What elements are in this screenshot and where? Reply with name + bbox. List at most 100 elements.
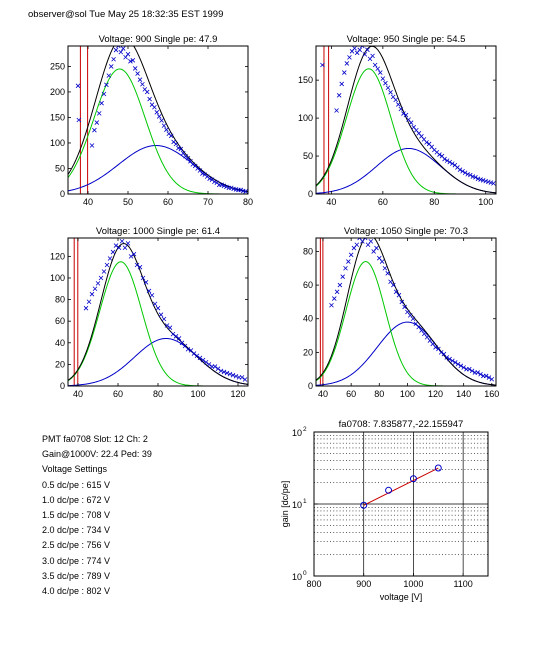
data-point [197, 355, 203, 361]
data-point [146, 288, 152, 294]
x-tick-label: 100 [400, 389, 415, 399]
data-point [185, 346, 191, 352]
histogram-1050v: Voltage: 1050 Single pe: 70.3 40 60 80 100 12… [303, 226, 499, 399]
y-axis-label: gain [dc/pe] [280, 481, 290, 528]
data-point [95, 281, 101, 286]
settings-title: Voltage Settings [42, 464, 108, 475]
x-tick-label: 40 [326, 197, 336, 207]
data-point [176, 145, 181, 151]
data-point [106, 73, 112, 78]
x-tick-label: 160 [484, 389, 499, 399]
gain-line: Gain@1000V: 22.4 Ped: 39 [42, 449, 152, 460]
data-point [468, 172, 473, 178]
data-point [480, 178, 486, 183]
data-point [152, 301, 158, 307]
data-point [486, 375, 492, 380]
data-point [218, 368, 224, 374]
data-point [396, 292, 402, 298]
data-point [334, 108, 339, 113]
plot-title: fa0708: 7.835877,-22.155947 [339, 419, 464, 430]
pedestal-marker [76, 117, 82, 123]
data-point [340, 274, 346, 279]
x-tick-label: 120 [230, 389, 245, 399]
y-tick-label: 60 [303, 280, 313, 290]
data-point [219, 182, 224, 188]
histogram-900v: Voltage: 900 Single pe: 47.9 40 50 60 70 80 0 5… [50, 34, 253, 207]
setting-item: 2.0 dc/pe : 734 V [42, 525, 111, 536]
data-point [438, 350, 444, 355]
data-point [486, 179, 491, 185]
data-point [118, 49, 124, 55]
data-point [388, 90, 393, 95]
data-point [329, 302, 334, 308]
x-tick-label: 120 [428, 389, 443, 399]
y-tick-label: 0 [308, 381, 313, 391]
data-point [191, 351, 197, 356]
data-point [360, 46, 365, 49]
x-tick-label: 40 [318, 389, 328, 399]
data-point [342, 70, 347, 75]
data-point [491, 181, 496, 186]
data-point [94, 120, 100, 125]
data-point [137, 264, 143, 270]
y-tick-label: 0 [308, 189, 313, 199]
y-tick-label: 20 [303, 347, 313, 357]
data-point [483, 373, 489, 379]
x-tick-label: 100 [478, 197, 493, 207]
data-point [378, 70, 383, 75]
data-point [398, 106, 404, 112]
y-tick-label: 50 [303, 151, 313, 161]
data-point [185, 155, 191, 161]
y-tick-label: 80 [303, 246, 313, 256]
data-point [450, 161, 455, 166]
data-point [455, 361, 461, 367]
data-point [391, 282, 396, 288]
x-tick-label: 100 [190, 389, 205, 399]
data-point [98, 275, 104, 281]
data-point [444, 158, 450, 163]
setting-item: 1.5 dc/pe : 708 V [42, 509, 111, 520]
data-point [161, 123, 167, 128]
data-point [108, 64, 114, 69]
data-point [403, 112, 409, 118]
data-point [447, 159, 452, 165]
x-tick-label: 140 [456, 389, 471, 399]
data-point [134, 262, 140, 268]
x-tick-label: 60 [163, 197, 173, 207]
data-point [375, 66, 380, 72]
data-point [128, 254, 134, 259]
data-point [197, 168, 203, 173]
y-tick-label: 100 [50, 138, 65, 148]
data-point [111, 56, 116, 62]
data-point [206, 362, 212, 367]
data-point [135, 71, 140, 76]
gain-point [434, 464, 442, 472]
data-point [365, 47, 370, 53]
pmt-line: PMT fa0708 Slot: 12 Ch: 2 [42, 434, 148, 444]
data-point [215, 366, 221, 371]
data-point [140, 275, 146, 281]
setting-item: 4.0 dc/pe : 802 V [42, 585, 111, 596]
data-point [132, 66, 138, 71]
data-point [107, 256, 113, 261]
data-point [221, 183, 227, 189]
data-point [200, 171, 205, 176]
data-point [83, 305, 89, 311]
x-tick-label: 60 [346, 389, 356, 399]
axes-box [315, 237, 497, 387]
data-point [393, 97, 398, 103]
data-point [156, 114, 162, 119]
y-tick-label: 0 [60, 189, 65, 199]
y-tick-label: 120 [50, 251, 65, 261]
data-point [370, 53, 375, 59]
data-point [347, 55, 352, 60]
plot-title: Voltage: 900 Single pe: 47.9 [99, 34, 218, 45]
data-point [104, 82, 109, 88]
data-point [233, 373, 239, 379]
y-tick-exponent: 1 [303, 498, 307, 505]
x-tick-label: 40 [83, 197, 93, 207]
x-tick-label: 60 [378, 197, 388, 207]
data-point [194, 353, 200, 359]
data-point [457, 167, 463, 172]
